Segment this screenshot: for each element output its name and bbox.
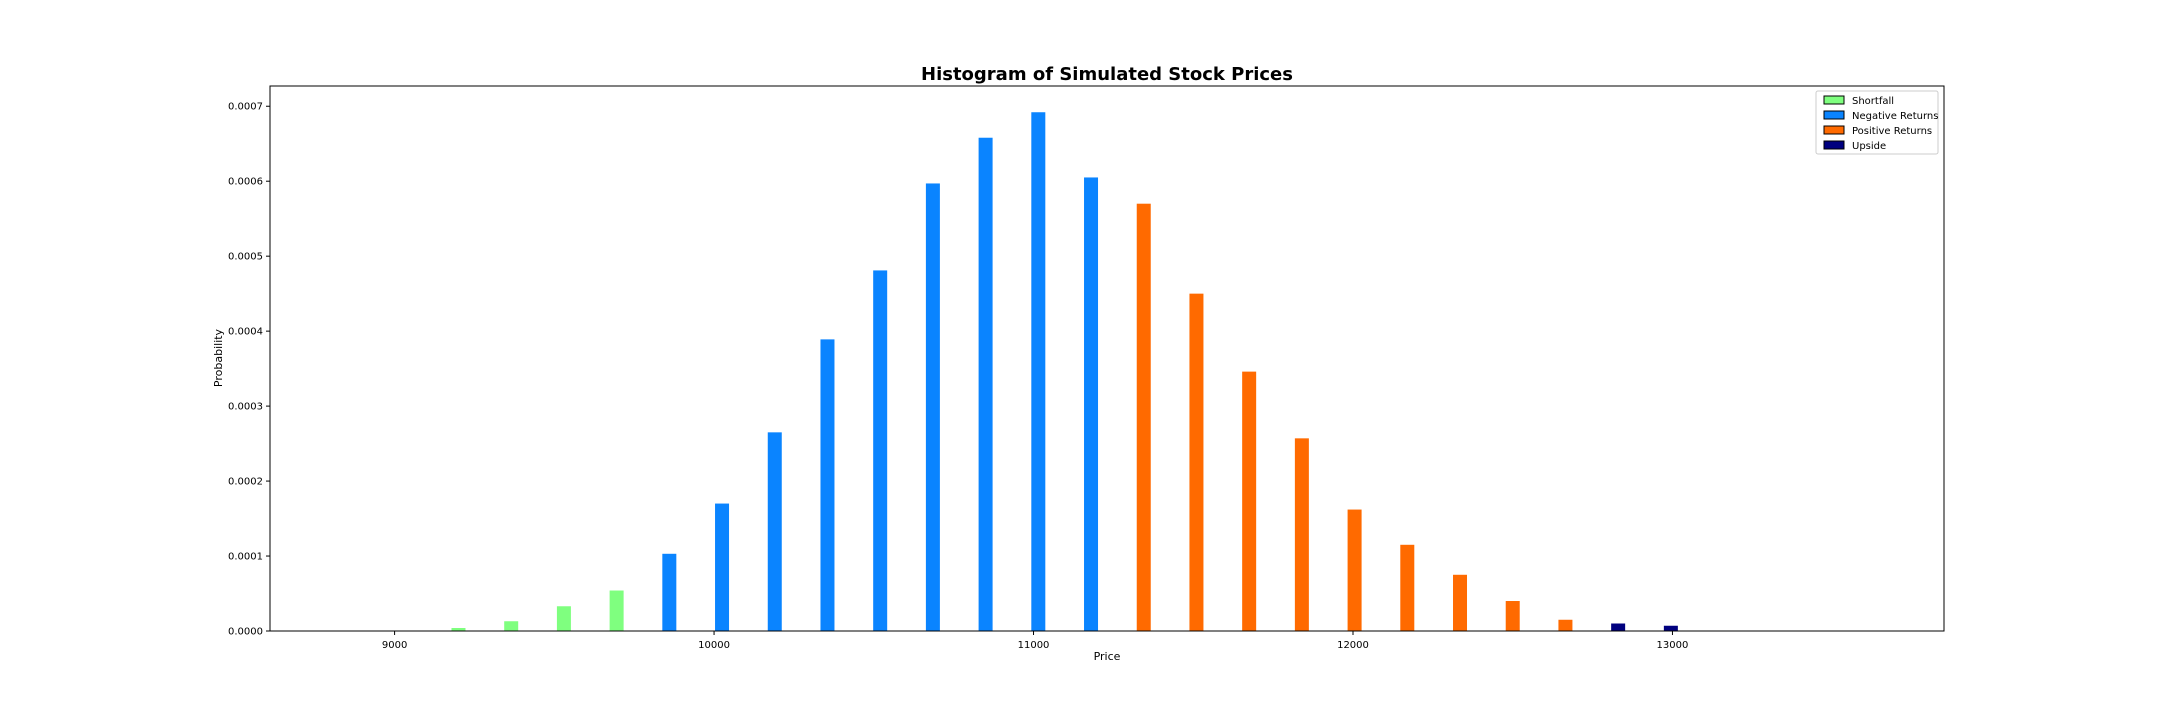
- bar: [1084, 177, 1099, 631]
- bar: [1347, 509, 1362, 631]
- legend-label: Negative Returns: [1852, 111, 1938, 122]
- x-tick-label: 11000: [1018, 640, 1050, 651]
- y-tick-label: 0.0002: [228, 477, 263, 488]
- legend-box: [1815, 90, 1939, 155]
- bar: [1453, 574, 1468, 631]
- bar: [1558, 619, 1573, 631]
- y-tick-label: 0.0000: [228, 627, 263, 638]
- legend-swatch: [1823, 140, 1845, 150]
- bar: [504, 621, 519, 631]
- bar: [556, 606, 571, 631]
- bar: [1242, 371, 1257, 631]
- bar: [1400, 544, 1415, 631]
- legend-label: Positive Returns: [1852, 126, 1932, 137]
- bar: [978, 137, 993, 632]
- y-tick-label: 0.0004: [228, 327, 263, 338]
- x-tick-label: 10000: [698, 640, 730, 651]
- plot-frame: [269, 85, 1945, 632]
- bars-group: [451, 112, 1678, 632]
- legend-label: Shortfall: [1852, 96, 1894, 107]
- y-tick-label: 0.0003: [228, 402, 263, 413]
- bar: [1611, 623, 1626, 631]
- bar: [1505, 601, 1520, 631]
- legend-swatch: [1823, 110, 1845, 120]
- y-tick-label: 0.0006: [228, 177, 263, 188]
- bar: [609, 590, 624, 631]
- legend-swatch: [1823, 125, 1845, 135]
- bar: [451, 628, 466, 631]
- y-tick-label: 0.0001: [228, 552, 263, 563]
- x-tick-label: 9000: [382, 640, 407, 651]
- bar: [767, 432, 782, 631]
- legend-label: Upside: [1852, 141, 1886, 152]
- y-axis-label: Probability: [212, 328, 225, 387]
- bar: [925, 183, 940, 631]
- bar: [820, 339, 835, 631]
- chart-title: Histogram of Simulated Stock Prices: [921, 64, 1293, 85]
- x-axis: 9000 10000 11000 12000 13000: [382, 631, 1688, 651]
- legend: Shortfall Negative Returns Positive Return…: [1815, 90, 1939, 155]
- y-axis: 0.0000 0.0001 0.0002 0.0003 0.0004 0.0005 0.00…: [228, 102, 270, 638]
- bar: [715, 503, 730, 631]
- bar: [1663, 625, 1678, 631]
- bar: [1136, 203, 1151, 631]
- y-tick-label: 0.0007: [228, 102, 263, 113]
- x-tick-label: 12000: [1337, 640, 1369, 651]
- x-axis-label: Price: [1094, 650, 1121, 663]
- x-tick-label: 13000: [1657, 640, 1689, 651]
- bar: [873, 270, 888, 631]
- bar: [1189, 293, 1204, 631]
- legend-swatch: [1823, 95, 1845, 105]
- bar: [1031, 112, 1046, 632]
- bar: [1294, 438, 1309, 631]
- bar: [662, 553, 677, 631]
- y-tick-label: 0.0005: [228, 252, 263, 263]
